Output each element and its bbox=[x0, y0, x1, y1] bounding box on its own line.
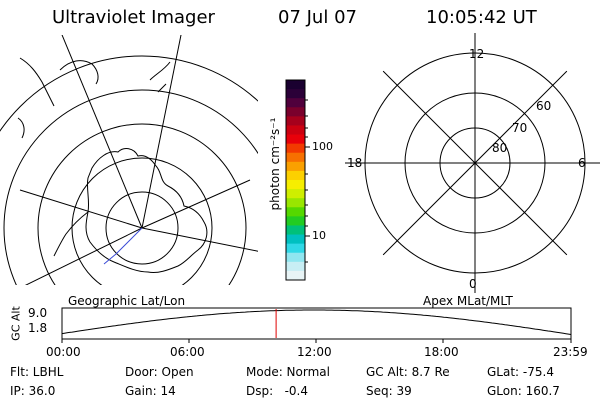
status-mode: Mode: Normal bbox=[246, 365, 330, 379]
south-america-coastline bbox=[19, 57, 55, 107]
colorbar-segment bbox=[286, 170, 305, 181]
altitude-xtick-1800: 18:00 bbox=[424, 345, 459, 359]
africa-coastline bbox=[59, 60, 99, 85]
status-gain: Gain: 14 bbox=[125, 384, 176, 398]
observation-time: 10:05:42 UT bbox=[426, 7, 537, 28]
colorbar-segment bbox=[286, 216, 305, 226]
satellite-ground-track bbox=[103, 227, 143, 265]
status-ip: IP: 36.0 bbox=[10, 384, 56, 398]
geographic-meridians bbox=[19, 35, 258, 285]
altitude-plot bbox=[61, 307, 572, 343]
colorbar-tick-10: 10 bbox=[312, 229, 326, 242]
colorbar-segment bbox=[286, 107, 305, 117]
altitude-ytick-high: 9.0 bbox=[28, 306, 48, 320]
colorbar-unit-label: photon cm⁻²s⁻¹ bbox=[268, 117, 282, 211]
colorbar-segment bbox=[286, 134, 305, 145]
mlat-label-80: 80 bbox=[492, 141, 508, 155]
mlat-label-70: 70 bbox=[512, 121, 528, 135]
colorbar-segment bbox=[286, 243, 305, 254]
mlt-label-0: 0 bbox=[469, 277, 477, 291]
mlat-label-60: 60 bbox=[536, 99, 552, 113]
altitude-x-ticks bbox=[61, 339, 572, 343]
colorbar-segment bbox=[286, 161, 305, 172]
altitude-ylabel: GC Alt bbox=[9, 306, 23, 341]
status-seq: Seq: 39 bbox=[366, 384, 412, 398]
colorbar-segment bbox=[286, 180, 305, 190]
antarctica-coastline bbox=[85, 148, 208, 273]
altitude-xtick-2359: 23:59 bbox=[553, 345, 588, 359]
colorbar-segment bbox=[286, 80, 305, 90]
new-zealand-coastline bbox=[149, 61, 171, 93]
colorbar-segment bbox=[286, 270, 305, 281]
colorbar-segment bbox=[286, 189, 305, 199]
colorbar-segment bbox=[286, 225, 305, 236]
mlt-diag-b bbox=[382, 70, 568, 256]
colorbar-segment bbox=[286, 89, 305, 99]
altitude-xtick-0600: 06:00 bbox=[170, 345, 205, 359]
colorbar-segment bbox=[286, 234, 305, 245]
colorbar-segment bbox=[286, 152, 305, 163]
instrument-title: Ultraviolet Imager bbox=[52, 7, 215, 28]
colorbar bbox=[286, 80, 305, 281]
geographic-latitude-circles bbox=[0, 55, 258, 285]
peninsula-coastline bbox=[53, 211, 89, 257]
apex-polar-grid bbox=[345, 33, 600, 293]
observation-date: 07 Jul 07 bbox=[278, 7, 357, 28]
colorbar-segment bbox=[286, 261, 305, 272]
status-gc-alt: GC Alt: 8.7 Re bbox=[366, 365, 450, 379]
apex-map-label: Apex MLat/MLT bbox=[423, 294, 513, 308]
colorbar-segment bbox=[286, 207, 305, 217]
colorbar-segment bbox=[286, 98, 305, 108]
altitude-xtick-1200: 12:00 bbox=[297, 345, 332, 359]
geographic-map bbox=[0, 35, 258, 285]
mlt-label-6: 6 bbox=[578, 156, 586, 170]
colorbar-segment bbox=[286, 252, 305, 263]
colorbar-frame bbox=[285, 79, 306, 281]
status-dsp: Dsp: -0.4 bbox=[246, 384, 309, 398]
geographic-map-label: Geographic Lat/Lon bbox=[68, 294, 186, 308]
coast-fragment bbox=[17, 117, 25, 139]
altitude-curve bbox=[61, 309, 572, 335]
colorbar-segment bbox=[286, 116, 305, 126]
status-filter: Flt: LBHL bbox=[10, 365, 64, 379]
status-glon: GLon: 160.7 bbox=[487, 384, 560, 398]
altitude-xtick-0000: 00:00 bbox=[46, 345, 81, 359]
colorbar-tick-100: 100 bbox=[312, 140, 333, 153]
mlt-label-12: 12 bbox=[469, 47, 485, 61]
colorbar-segment bbox=[286, 198, 305, 208]
colorbar-segment bbox=[286, 143, 305, 154]
colorbar-ticks bbox=[305, 99, 310, 263]
status-door: Door: Open bbox=[125, 365, 194, 379]
colorbar-segment bbox=[286, 125, 305, 136]
mlt-label-18: 18 bbox=[347, 156, 363, 170]
status-glat: GLat: -75.4 bbox=[487, 365, 554, 379]
altitude-ytick-low: 1.8 bbox=[28, 321, 48, 335]
